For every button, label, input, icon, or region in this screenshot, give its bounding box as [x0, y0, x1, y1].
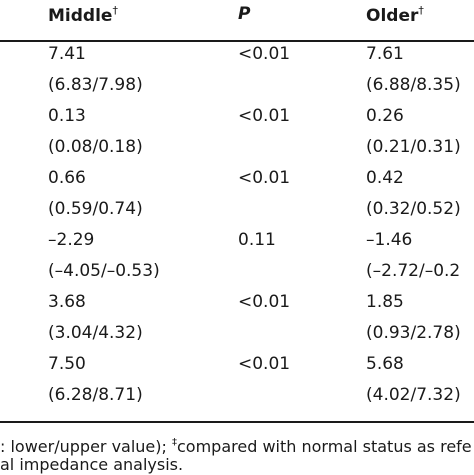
footnote-line-1: : lower/upper value); ‡compared with nor…	[0, 433, 472, 457]
cell-p-value: <0.01	[238, 292, 291, 312]
cell-p-value: 0.11	[238, 230, 276, 250]
cell-middle-value: 7.50	[48, 354, 86, 374]
cell-older-value: 5.68	[366, 354, 404, 374]
cell-older-value: 0.42	[366, 168, 404, 188]
footnote-text-b: compared with normal status as refe	[177, 437, 472, 456]
cell-older-range: (0.32/0.52)	[366, 199, 461, 219]
column-header-p: P	[238, 4, 251, 24]
double-dagger-mark: ‡	[172, 437, 177, 448]
cell-middle-value: 0.66	[48, 168, 86, 188]
table-top-rule	[0, 40, 474, 42]
cell-older-value: –1.46	[366, 230, 413, 250]
cell-middle-range: (6.83/7.98)	[48, 75, 143, 95]
cell-middle-range: (3.04/4.32)	[48, 323, 143, 343]
cell-middle-value: –2.29	[48, 230, 95, 250]
cell-older-value: 0.26	[366, 106, 404, 126]
cell-p-value: <0.01	[238, 354, 291, 374]
cell-middle-range: (–4.05/–0.53)	[48, 261, 160, 281]
cell-older-range: (6.88/8.35)	[366, 75, 461, 95]
cell-p-value: <0.01	[238, 44, 291, 64]
cell-p-value: <0.01	[238, 106, 291, 126]
cell-older-value: 1.85	[366, 292, 404, 312]
dagger-mark: †	[112, 4, 118, 17]
cell-older-range: (0.21/0.31)	[366, 137, 461, 157]
column-header-older-label: Older	[366, 6, 419, 26]
cell-middle-range: (0.08/0.18)	[48, 137, 143, 157]
cell-middle-value: 7.41	[48, 44, 86, 64]
cell-middle-range: (6.28/8.71)	[48, 385, 143, 405]
footnote-line-2: al impedance analysis.	[0, 455, 184, 474]
column-header-older: Older†	[366, 4, 424, 26]
cell-p-value: <0.01	[238, 168, 291, 188]
cell-middle-value: 0.13	[48, 106, 86, 126]
table-bottom-rule	[0, 421, 474, 423]
cell-older-range: (4.02/7.32)	[366, 385, 461, 405]
cell-middle-value: 3.68	[48, 292, 86, 312]
cell-older-value: 7.61	[366, 44, 404, 64]
footnote-text-a: : lower/upper value);	[0, 437, 172, 456]
dagger-mark: †	[418, 4, 424, 17]
cell-older-range: (0.93/2.78)	[366, 323, 461, 343]
cell-older-range: (–2.72/–0.2	[366, 261, 461, 281]
cell-middle-range: (0.59/0.74)	[48, 199, 143, 219]
column-header-middle-label: Middle	[48, 6, 113, 26]
column-header-middle: Middle†	[48, 4, 118, 26]
